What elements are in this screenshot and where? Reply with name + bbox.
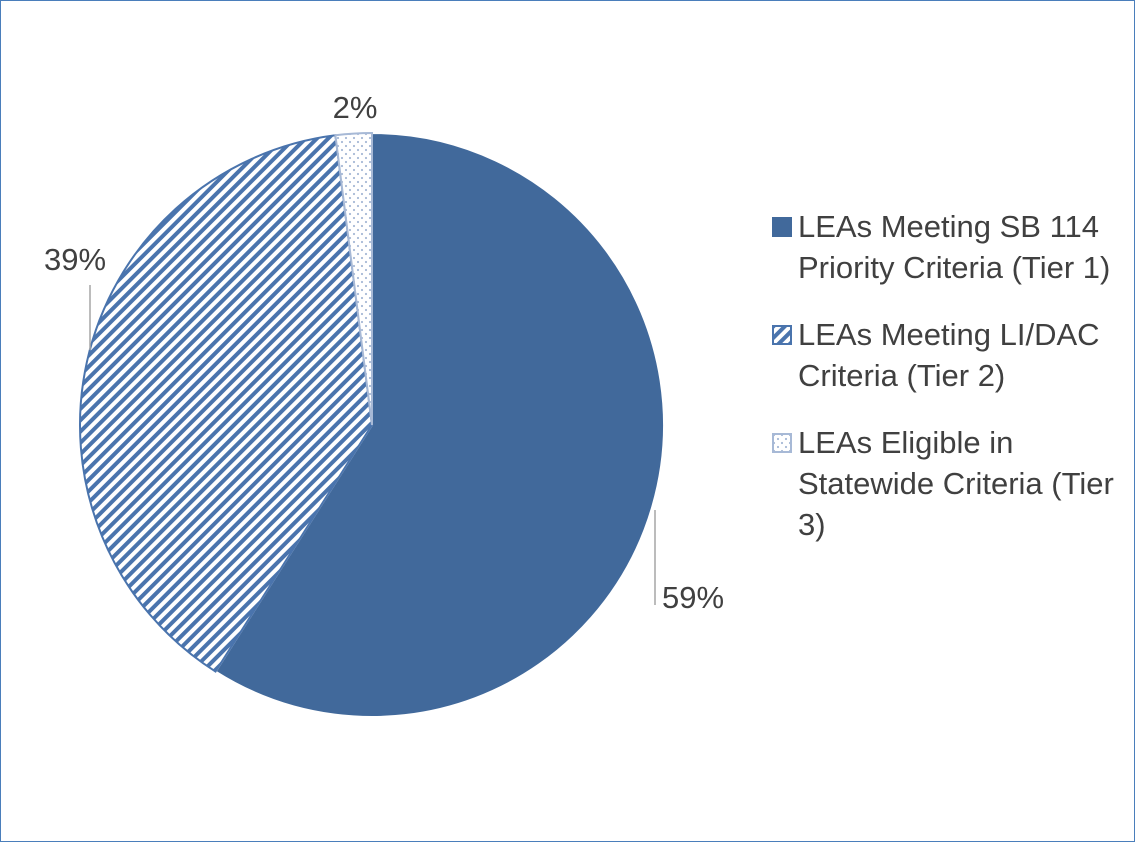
legend-swatch	[772, 325, 792, 345]
pie-slice	[214, 131, 665, 718]
legend-label: LEAs Meeting SB 114 Priority Criteria (T…	[798, 209, 1111, 285]
data-label: 59%	[662, 580, 724, 615]
data-label: 39%	[44, 242, 106, 277]
pie-slice	[334, 131, 373, 426]
legend-item: LEAs Eligible in Statewide Criteria (Tie…	[772, 422, 1117, 545]
data-label: 2%	[333, 90, 378, 125]
legend-label: LEAs Meeting LI/DAC Criteria (Tier 2)	[798, 317, 1100, 393]
legend-swatch	[772, 433, 792, 453]
legend-item: LEAs Meeting LI/DAC Criteria (Tier 2)	[772, 314, 1117, 396]
legend-swatch	[772, 217, 792, 237]
legend-label: LEAs Eligible in Statewide Criteria (Tie…	[798, 425, 1114, 542]
legend: LEAs Meeting SB 114 Priority Criteria (T…	[772, 206, 1117, 571]
legend-item: LEAs Meeting SB 114 Priority Criteria (T…	[772, 206, 1117, 288]
pie-slice	[79, 134, 374, 673]
